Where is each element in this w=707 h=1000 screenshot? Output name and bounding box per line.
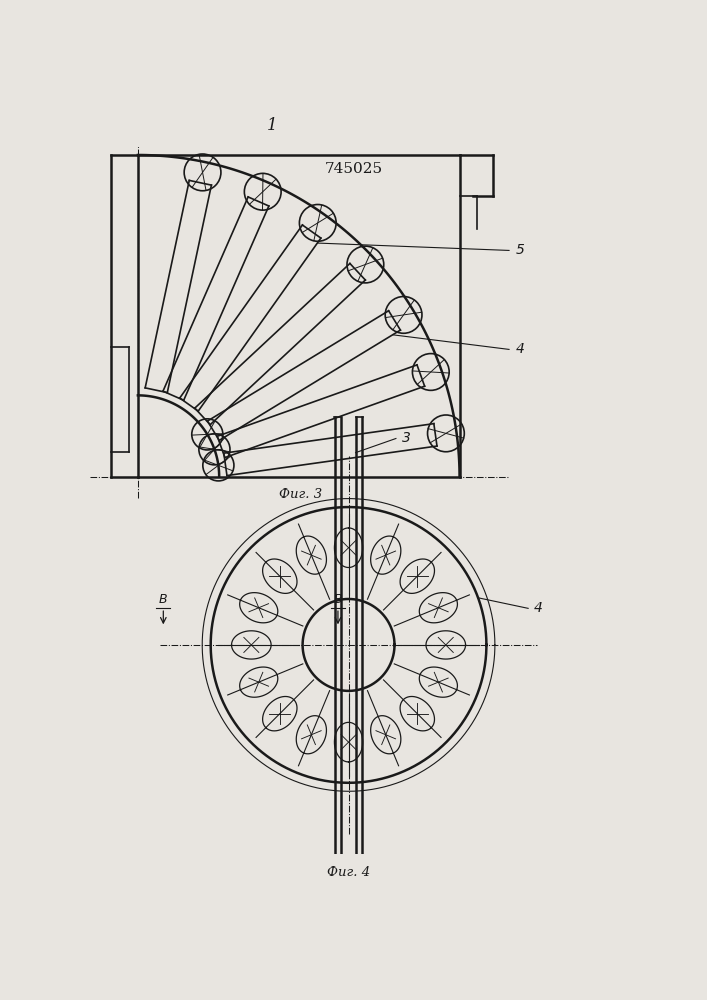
Text: 745025: 745025 [325,162,382,176]
Text: 5: 5 [516,243,525,257]
Text: Фиг. 4: Фиг. 4 [327,866,370,879]
Text: 3: 3 [402,431,411,445]
Text: 1: 1 [267,117,278,134]
Text: 4: 4 [516,342,525,356]
Text: 4: 4 [534,601,543,615]
Text: B: B [159,593,168,606]
Text: Фиг. 3: Фиг. 3 [279,488,322,501]
Text: B: B [334,593,342,606]
